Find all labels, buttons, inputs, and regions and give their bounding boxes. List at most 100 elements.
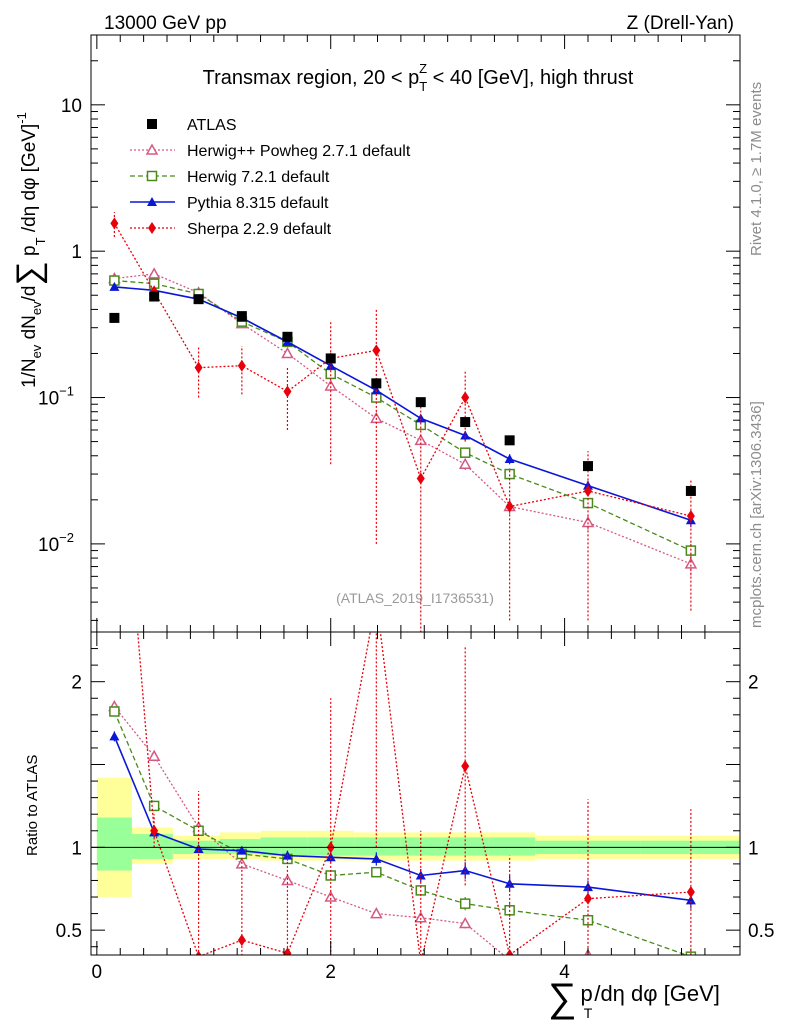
legend-label-4: Sherpa 2.2.9 default	[187, 221, 332, 238]
ylabel-d-sub: T	[33, 237, 48, 245]
series-3-point-11	[686, 510, 695, 523]
series-2-point-5	[325, 360, 336, 370]
series-1-line	[114, 279, 692, 552]
legend-label-0: ATLAS	[187, 117, 237, 134]
series-3-ratio-point-4	[283, 947, 292, 955]
y-tick-base: 10	[61, 96, 82, 117]
legend-marker-0	[147, 119, 157, 129]
series-0-point-4	[281, 346, 294, 359]
y-tick-label-3: 10−2	[38, 530, 74, 556]
series-1-ratio-line	[113, 711, 689, 955]
series-2-point-0	[109, 281, 120, 291]
band-inner-4	[260, 837, 308, 856]
series-3-ratio-line	[137, 632, 691, 955]
chart-title-sub: T	[419, 79, 427, 94]
series-1-ratio-point-6	[371, 866, 382, 878]
series-3-point-2	[194, 361, 203, 374]
ratio-tick-label-left-2: 0.5	[56, 921, 82, 942]
legend: ATLAS Herwig++ Powheg 2.7.1 default Herwig…	[130, 117, 411, 238]
rivet-label: Rivet 4.1.0, ≥ 1.7M events	[748, 82, 765, 256]
atlas-point-4	[282, 331, 293, 342]
series-0-ratio-point-6	[370, 907, 383, 919]
series-0-point-11	[684, 557, 698, 569]
series-3-point-6	[372, 344, 381, 357]
series-3-ratio-point-3	[237, 934, 246, 947]
atlas-point-3	[236, 311, 247, 322]
legend-marker-4	[148, 222, 156, 234]
atlas-point-10	[582, 461, 593, 472]
series-0-ratio-point-1	[147, 749, 161, 761]
y-tick-base: 10	[38, 535, 59, 556]
y-tick-base: 1	[71, 242, 82, 263]
series-0-ratio-point-7	[414, 911, 428, 923]
series-3-ratio-point-9	[505, 949, 514, 955]
xlabel-rest: /dη dφ [GeV]	[594, 981, 720, 1006]
series-2-point-6	[371, 385, 382, 395]
y-tick-exp: −1	[59, 384, 74, 399]
series-2-ratio-point-0	[109, 731, 120, 741]
series-1-point-8	[459, 447, 471, 458]
y-axis-label: 1/Nev dNev/d∑ pT /dη dφ [GeV]-1	[10, 112, 48, 388]
series-0-line	[114, 273, 692, 565]
atlas-point-8	[460, 417, 471, 428]
x-tick-label-2: 4	[559, 962, 570, 983]
ratio-tick-label-right-0: 2	[748, 673, 759, 694]
series-2-point-9	[504, 454, 515, 464]
series-3-point-4	[283, 385, 292, 398]
series-1-ratio-point-8	[459, 898, 471, 909]
ylabel-e-sup: -1	[14, 112, 29, 124]
atlas-point-0	[109, 312, 120, 323]
series-3-point-9	[505, 500, 514, 513]
xlabel-sum: ∑	[548, 976, 577, 1020]
ratio-tick-label-right-1: 1	[748, 838, 759, 859]
mcplots-label: mcplots.cern.ch [arXiv:1306.3436]	[748, 401, 765, 628]
band-inner-8	[441, 837, 489, 856]
series-3-ratio-point-11	[686, 886, 695, 899]
xlabel-sub: T	[584, 1005, 593, 1021]
series-1-ratio-point-0	[109, 706, 120, 717]
series-3-point-7	[416, 472, 425, 485]
header-left: 13000 GeV pp	[104, 13, 227, 34]
series-0-ratio-line	[113, 706, 602, 955]
series-3-point-10	[583, 484, 592, 497]
ylabel-b-sub: ev	[29, 301, 44, 315]
series-0-ratio-point-4	[281, 873, 294, 886]
atlas-point-5	[325, 353, 336, 364]
series-2-ratio-point-5	[325, 852, 336, 862]
main-series-layer	[108, 212, 698, 632]
ylabel-e: /dη dφ [GeV]	[19, 124, 40, 238]
xlabel-p: p	[581, 981, 593, 1006]
chart-title-sup: Z	[419, 61, 427, 76]
series-3-point-8	[461, 391, 470, 404]
series-2-point-8	[460, 430, 471, 440]
series-1-ratio-point-1	[148, 800, 160, 812]
ratio-y-axis-label: Ratio to ATLAS	[24, 755, 41, 856]
series-0-ratio-point-11	[690, 953, 692, 955]
series-2-ratio-point-8	[460, 865, 471, 875]
series-2-point-7	[415, 413, 426, 423]
chart-title-before: Transmax region, 20 < p	[203, 67, 420, 89]
series-3-point-3	[237, 359, 246, 372]
ylabel-c: /d	[19, 286, 40, 302]
y-tick-label-2: 10−1	[38, 384, 74, 410]
series-2-ratio-point-3	[236, 845, 247, 855]
series-3-point-0	[110, 217, 119, 230]
atlas-point-2	[193, 294, 204, 305]
band-inner-0	[96, 817, 132, 871]
y-tick-exp: −2	[59, 530, 74, 545]
chart-title-after: < 40 [GeV], high thrust	[427, 67, 634, 89]
legend-label-2: Herwig 7.2.1 default	[187, 169, 330, 186]
chart-title: Transmax region, 20 < pTZ < 40 [GeV], hi…	[203, 61, 634, 94]
series-0-point-1	[147, 267, 161, 279]
series-0-point-5	[324, 379, 337, 391]
series-3-ratio-point-1	[150, 824, 159, 837]
analysis-label: (ATLAS_2019_I1736531)	[336, 590, 494, 606]
legend-marker-1	[145, 143, 159, 155]
series-3-ratio-point-10	[583, 892, 592, 905]
series-3-ratio-point-2	[195, 950, 202, 955]
atlas-point-7	[415, 397, 426, 408]
series-0-ratio-point-9	[508, 953, 511, 955]
ylabel-d: p	[19, 245, 40, 261]
